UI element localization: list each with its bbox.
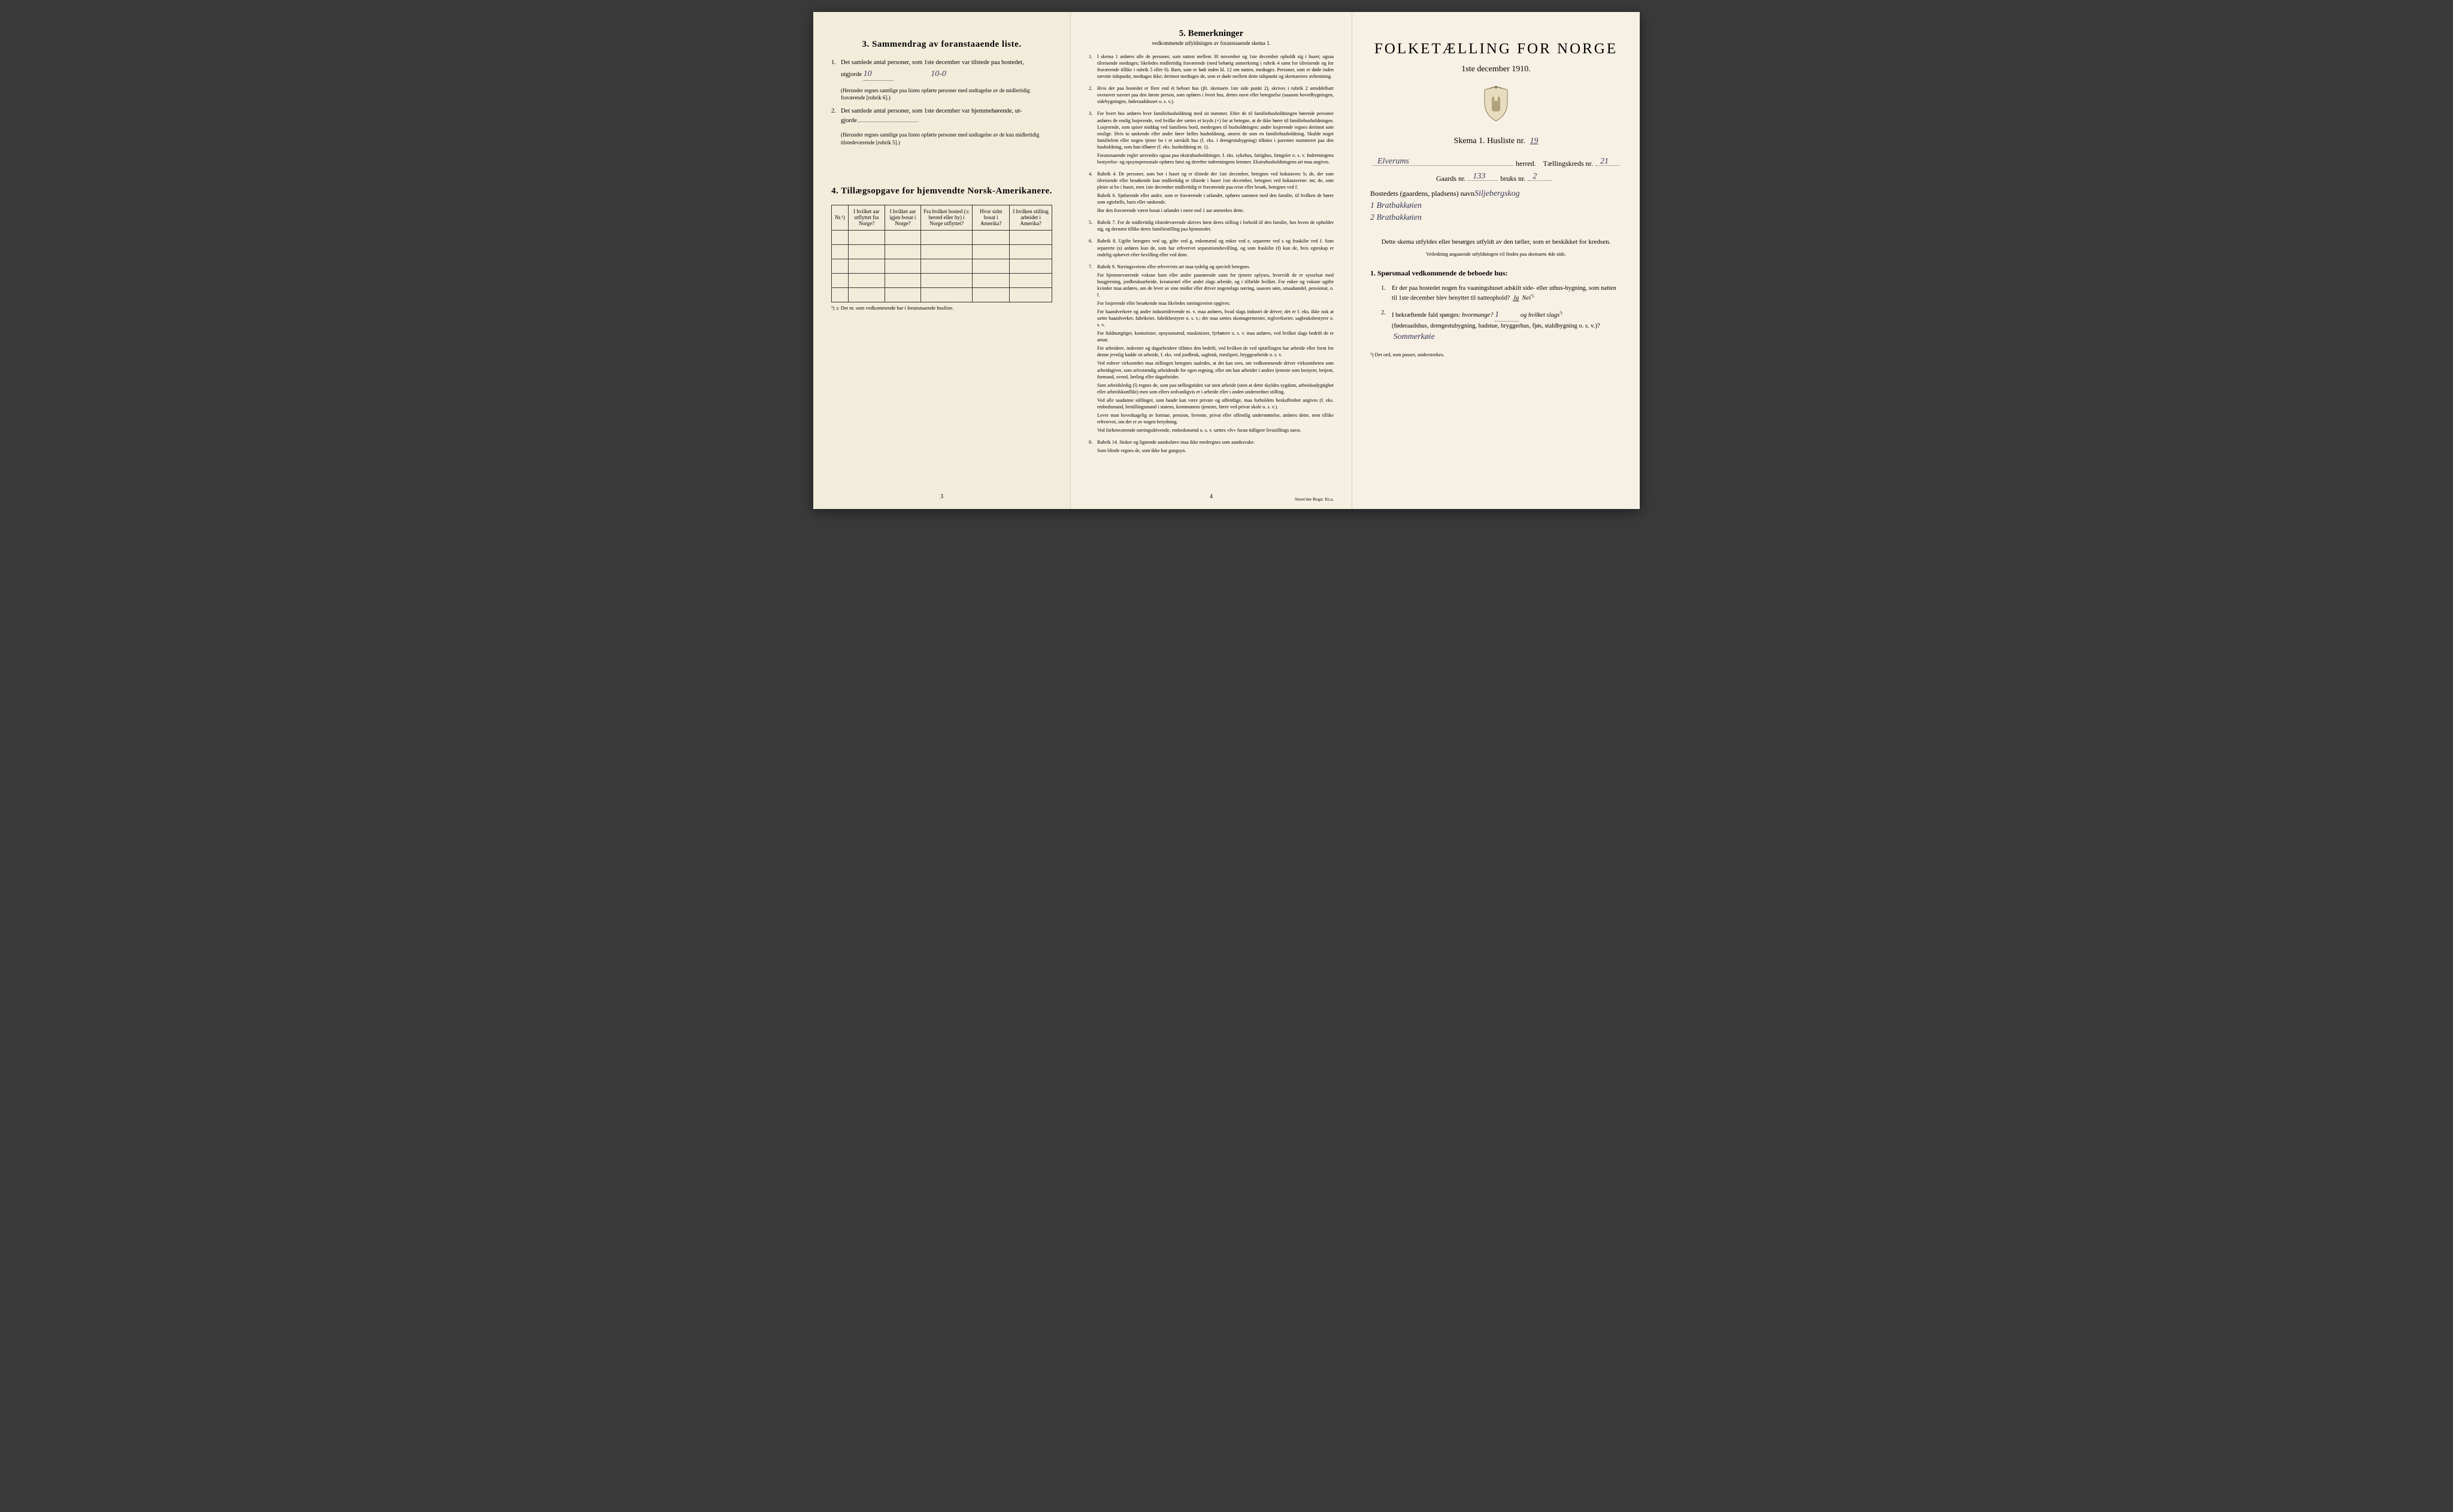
instruction-sub: Veiledning angaaende utfyldningen vil fi… <box>1370 251 1622 257</box>
bosted-line-1: 1 Bratbakkøien <box>1370 201 1422 210</box>
bosted-value: Siljebergskog <box>1474 189 1520 198</box>
footnote-right: ¹) Det ord, som passer, understrekes. <box>1370 352 1622 357</box>
table-row <box>832 230 1052 244</box>
main-date: 1ste december 1910. <box>1370 65 1622 74</box>
main-title: FOLKETÆLLING FOR NORGE <box>1370 41 1622 57</box>
item-1-value: 10 <box>864 69 872 78</box>
herred-line: Elverums herred. Tællingskreds nr. 21 <box>1370 159 1622 168</box>
th-bosat: I hvilket aar igjen bosat i Norge? <box>885 205 920 230</box>
bemerk-item: 1.I skema 1 anføres alle de personer, so… <box>1089 53 1334 81</box>
bemerk-item: 5.Rubrik 7. For de midlertidig tilstedev… <box>1089 219 1334 234</box>
amerika-tbody <box>832 230 1052 302</box>
sporsmaal-header: 1. Spørsmaal vedkommende de beboede hus: <box>1370 269 1622 278</box>
item-1-text: Det samlede antal personer, som 1ste dec… <box>841 59 1024 66</box>
item-1: 1. Det samlede antal personer, som 1ste … <box>831 58 1052 81</box>
tellingskreds-nr: 21 <box>1600 157 1609 166</box>
printer-mark: Steen'ske Bogtr. Kr.a. <box>1295 496 1334 502</box>
hvormange-value: 1 <box>1495 310 1499 319</box>
bemerkninger-list: 1.I skema 1 anføres alle de personer, so… <box>1089 53 1334 456</box>
bruks-nr: 2 <box>1533 172 1537 181</box>
table-row <box>832 244 1052 259</box>
section-4-title: 4. Tillægsopgave for hjemvendte Norsk-Am… <box>831 186 1052 196</box>
bemerk-item: 2.Hvis der paa bostedet er flere end ét … <box>1089 85 1334 107</box>
page-title-page: FOLKETÆLLING FOR NORGE 1ste december 191… <box>1352 12 1640 509</box>
page-4: 5. Bemerkninger vedkommende utfyldningen… <box>1071 12 1352 509</box>
coat-of-arms-icon <box>1480 85 1512 123</box>
page-3: 3. Sammendrag av foranstaaende liste. 1.… <box>813 12 1071 509</box>
bemerk-item: 4.Rubrik 4. De personer, som bor i huset… <box>1089 171 1334 216</box>
question-2: 2. I bekræftende fald spørges: hvormange… <box>1381 308 1622 344</box>
th-utflyttet: I hvilket aar utflyttet fra Norge? <box>849 205 885 230</box>
skema-line: Skema 1. Husliste nr. 19 <box>1370 137 1622 146</box>
instruction: Dette skema utfyldes eller besørges utfy… <box>1370 237 1622 247</box>
amerika-table: Nr.¹) I hvilket aar utflyttet fra Norge?… <box>831 205 1052 302</box>
husliste-nr: 19 <box>1530 137 1538 146</box>
question-1: 1. Er der paa bostedet nogen fra vaaning… <box>1381 284 1622 304</box>
table-row <box>832 273 1052 287</box>
bemerk-item: 3.For hvert hus anføres hver familiehush… <box>1089 110 1334 167</box>
table-footnote: ¹) ɔ: Det nr. som vedkommende har i fora… <box>831 305 1052 311</box>
q2-answer: Sommerkøie <box>1394 332 1435 341</box>
bosted-line-2: 2 Bratbakkøien <box>1370 213 1422 222</box>
bosted-block: Bostedets (gaardens, pladsens) navn Silj… <box>1370 189 1622 223</box>
item-2-text: Det samlede antal personer, som 1ste dec… <box>841 108 1022 114</box>
item-1-note: (Herunder regnes samtlige paa listen opf… <box>841 87 1052 102</box>
bemerk-item: 8.Rubrik 14. Sinker og lignende aandsslø… <box>1089 439 1334 456</box>
nei-option: Nei <box>1522 295 1531 302</box>
ja-option: Ja <box>1513 295 1519 302</box>
th-stilling: I hvilken stilling arbeidet i Amerika? <box>1010 205 1052 230</box>
th-amerika-bosat: Hvor sidst bosat i Amerika? <box>973 205 1010 230</box>
page-num-3: 3 <box>813 493 1070 500</box>
bemerkninger-subtitle: vedkommende utfyldningen av foranstaaend… <box>1089 40 1334 46</box>
gaards-nr: 133 <box>1473 172 1485 181</box>
item-1-margin: 10-0 <box>931 69 946 78</box>
bemerk-item: 7.Rubrik 9. Næringsveiens eller erhverve… <box>1089 263 1334 435</box>
herred-value: Elverums <box>1377 157 1409 166</box>
item-2-note: (Herunder regnes samtlige paa listen opf… <box>841 131 1052 146</box>
bemerk-item: 6.Rubrik 8. Ugifte betegnes ved ug, gift… <box>1089 238 1334 259</box>
section-3-title: 3. Sammendrag av foranstaaende liste. <box>831 40 1052 50</box>
th-fra-bosted: Fra hvilket bosted (ɔ: herred eller by) … <box>920 205 972 230</box>
census-document: 3. Sammendrag av foranstaaende liste. 1.… <box>813 12 1640 509</box>
gaards-line: Gaards nr. 133 bruks nr. 2 <box>1370 174 1622 183</box>
item-2: 2. Det samlede antal personer, som 1ste … <box>831 107 1052 126</box>
th-nr: Nr.¹) <box>832 205 849 230</box>
bemerkninger-title: 5. Bemerkninger <box>1089 29 1334 39</box>
table-row <box>832 259 1052 273</box>
table-row <box>832 287 1052 302</box>
